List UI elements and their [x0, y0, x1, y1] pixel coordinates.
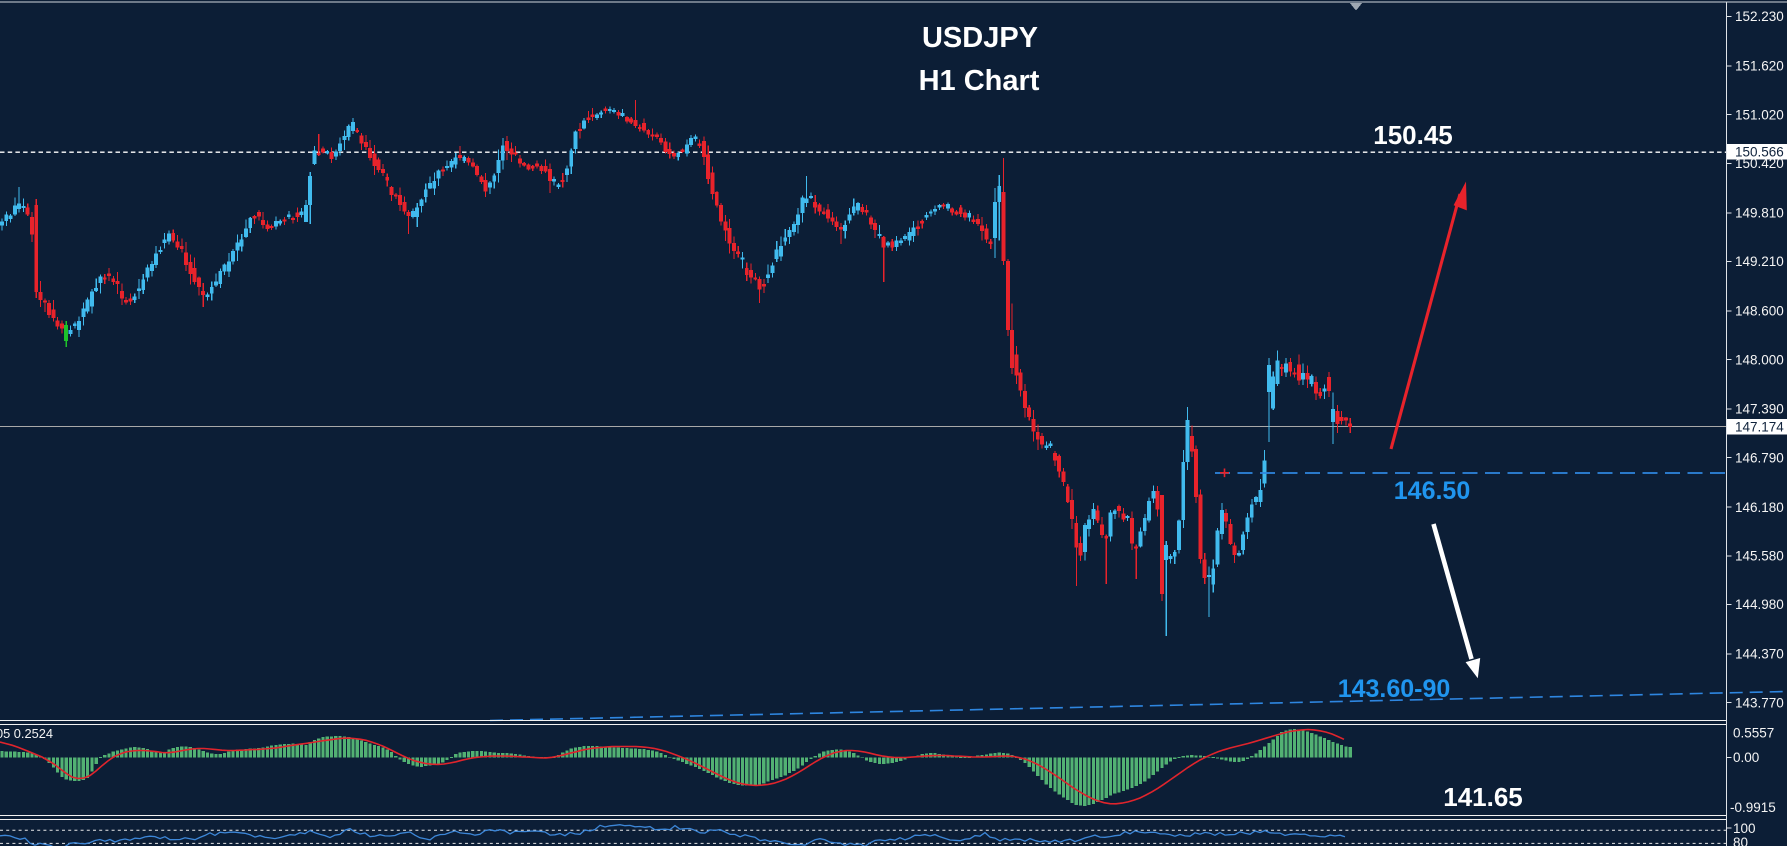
svg-text:143.770: 143.770 — [1735, 695, 1784, 710]
svg-text:151.020: 151.020 — [1735, 107, 1784, 122]
svg-text:146.50: 146.50 — [1394, 477, 1470, 505]
svg-text:150.45: 150.45 — [1373, 120, 1453, 150]
svg-text:149.810: 149.810 — [1735, 206, 1784, 221]
svg-text:141.65: 141.65 — [1443, 782, 1523, 812]
svg-text:149.210: 149.210 — [1735, 254, 1784, 269]
svg-text:150.566: 150.566 — [1735, 145, 1784, 160]
svg-text:H1 Chart: H1 Chart — [919, 65, 1040, 97]
svg-text:0.00: 0.00 — [1733, 750, 1759, 765]
svg-text:05 0.2524: 05 0.2524 — [0, 726, 53, 741]
svg-text:0.5557: 0.5557 — [1733, 726, 1774, 741]
svg-text:80: 80 — [1733, 835, 1748, 846]
svg-text:100: 100 — [1733, 821, 1756, 836]
svg-text:146.790: 146.790 — [1735, 450, 1784, 465]
svg-text:150.420: 150.420 — [1735, 156, 1784, 171]
svg-text:148.000: 148.000 — [1735, 352, 1784, 367]
svg-text:144.980: 144.980 — [1735, 597, 1784, 612]
svg-text:147.174: 147.174 — [1735, 420, 1784, 435]
svg-text:151.620: 151.620 — [1735, 59, 1784, 74]
svg-text:USDJPY: USDJPY — [922, 22, 1038, 54]
svg-text:146.180: 146.180 — [1735, 500, 1784, 515]
svg-text:144.370: 144.370 — [1735, 647, 1784, 662]
svg-text:147.390: 147.390 — [1735, 402, 1784, 417]
svg-text:148.600: 148.600 — [1735, 304, 1784, 319]
svg-text:152.230: 152.230 — [1735, 9, 1784, 24]
svg-text:143.60-90: 143.60-90 — [1338, 675, 1451, 703]
svg-text:145.580: 145.580 — [1735, 549, 1784, 564]
svg-text:-0.9915: -0.9915 — [1730, 800, 1776, 815]
